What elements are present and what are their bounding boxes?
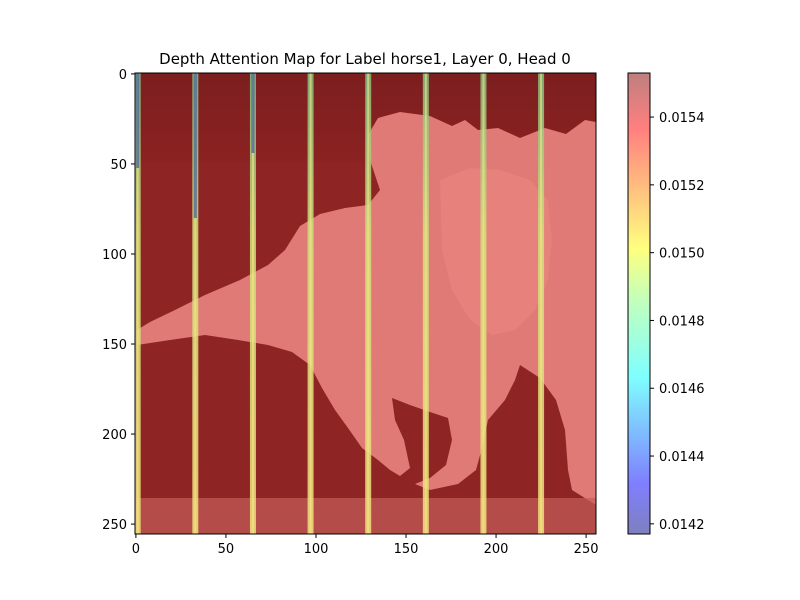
attention-stripes (135, 73, 545, 534)
colorbar (627, 72, 651, 535)
horse-rider-highlight (440, 168, 552, 335)
heatmap-image (135, 73, 596, 534)
colorbar-tick-label: 0.0144 (659, 450, 705, 465)
y-axis: 0 50 100 150 200 250 (102, 68, 135, 533)
x-tick-label: 150 (394, 542, 419, 557)
low-attention-streak (193, 73, 197, 218)
x-tick-label: 250 (574, 542, 599, 557)
x-tick-label: 0 (132, 542, 140, 557)
y-tick-label: 200 (102, 428, 127, 443)
x-tick-label: 100 (304, 542, 329, 557)
attention-stripe-core (251, 73, 254, 534)
y-tick-label: 0 (119, 68, 127, 83)
attention-stripe-core (136, 73, 139, 534)
attention-stripe-core (482, 73, 485, 534)
attention-stripe-core (540, 73, 543, 534)
colorbar-tick-label: 0.0148 (659, 314, 705, 329)
attention-stripe-core (424, 73, 427, 534)
x-tick-label: 200 (484, 542, 509, 557)
colorbar-tick-label: 0.0152 (659, 179, 705, 194)
y-tick-label: 150 (102, 338, 127, 353)
x-axis: 0 50 100 150 200 250 (132, 534, 599, 557)
attention-stripe-core (309, 73, 312, 534)
colorbar-tick-label: 0.0154 (659, 111, 705, 126)
attention-stripe-core (367, 73, 370, 534)
attention-stripe-core (194, 73, 197, 534)
low-attention-streak (136, 73, 140, 168)
x-tick-label: 50 (218, 542, 235, 557)
y-tick-label: 50 (110, 158, 127, 173)
y-tick-label: 100 (102, 248, 127, 263)
plot-frame (134, 72, 597, 535)
colorbar-tick-label: 0.0142 (659, 518, 705, 533)
colorbar-tick-label: 0.0146 (659, 382, 705, 397)
low-attention-streak (251, 73, 255, 153)
y-tick-label: 250 (102, 518, 127, 533)
chart-title: Depth Attention Map for Label horse1, La… (159, 50, 571, 68)
colorbar-tick-label: 0.0150 (659, 247, 705, 262)
colorbar-axis: 0.0142 0.0144 0.0146 0.0148 0.0150 0.0152 0.01… (650, 111, 705, 533)
